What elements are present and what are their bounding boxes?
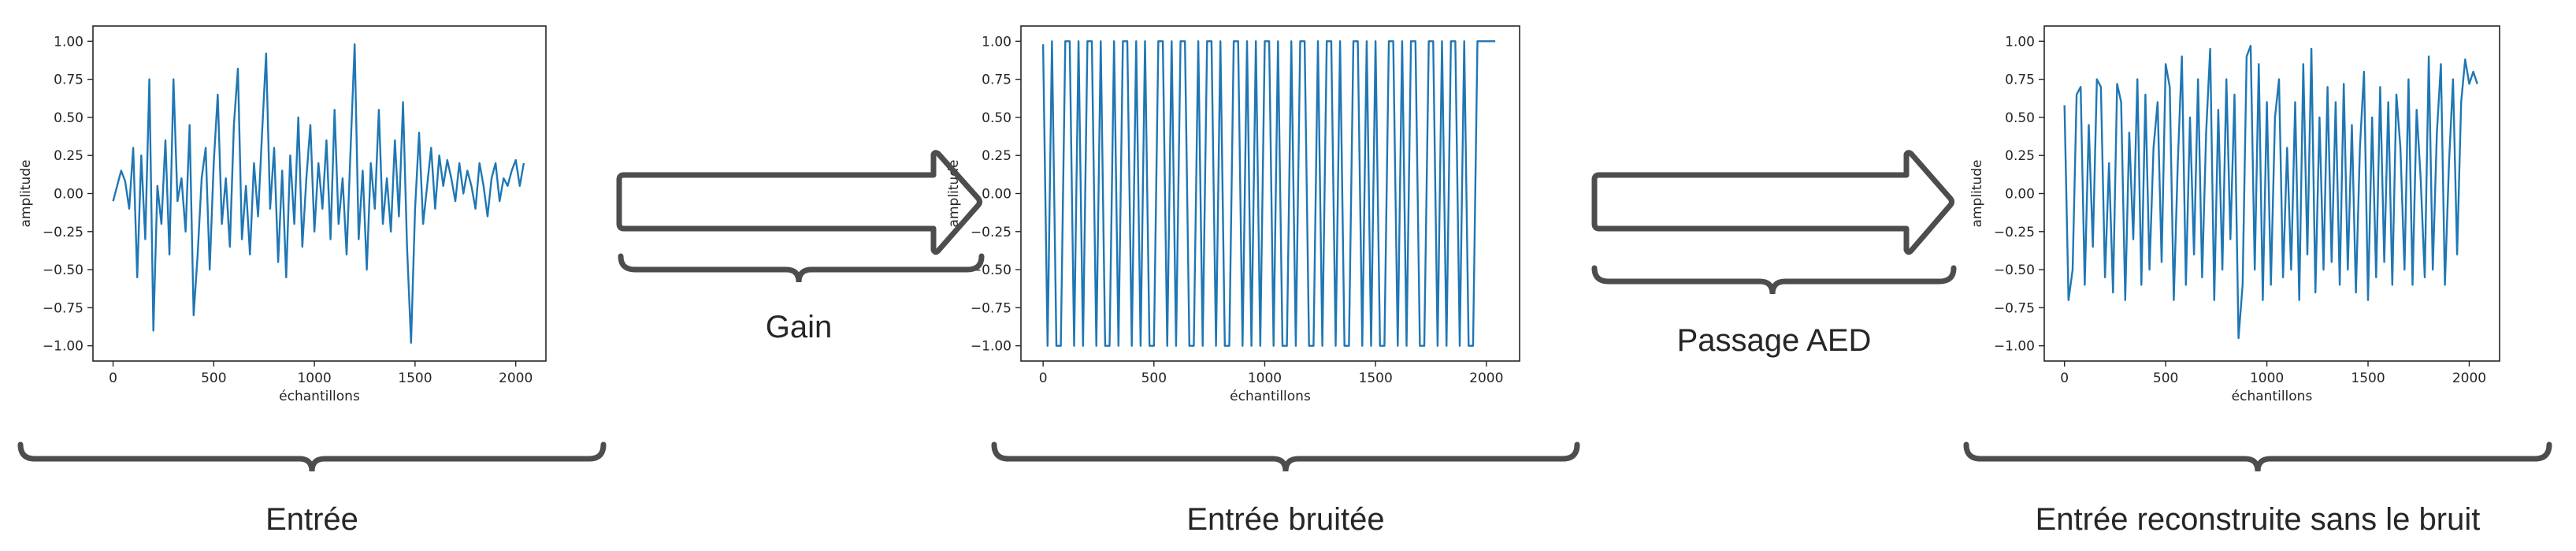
series-line — [2063, 44, 2478, 340]
y-tick-label: 0.75 — [54, 73, 84, 88]
x-tick-label: 1500 — [398, 370, 432, 386]
x-tick-label: 2000 — [1469, 370, 1503, 386]
y-tick-label: 1.00 — [982, 34, 1011, 50]
dae-arrow — [1591, 150, 1954, 255]
x-tick-label: 0 — [109, 370, 117, 386]
y-tick-label: −0.75 — [43, 300, 84, 316]
noisy-brace — [991, 441, 1580, 472]
y-tick-label: 0.25 — [982, 148, 1011, 164]
y-tick-label: −1.00 — [1994, 339, 2035, 355]
x-axis-label: échantillons — [2232, 389, 2313, 404]
x-tick-label: 2000 — [499, 370, 533, 386]
dae-brace — [1591, 265, 1957, 295]
y-tick-label: −1.00 — [971, 339, 1011, 355]
y-tick-label: 0.50 — [982, 110, 1011, 126]
y-tick-label: 1.00 — [54, 34, 84, 50]
y-axis-label: amplitude — [18, 160, 34, 228]
y-tick-label: −0.75 — [971, 300, 1011, 316]
y-tick-label: 0.75 — [982, 73, 1011, 88]
y-tick-label: −0.75 — [1994, 300, 2035, 316]
x-tick-label: 0 — [2060, 370, 2069, 386]
x-tick-label: 2000 — [2452, 370, 2486, 386]
x-tick-label: 500 — [1141, 370, 1167, 386]
y-tick-label: −1.00 — [43, 339, 84, 355]
y-tick-label: 0.50 — [54, 110, 84, 126]
y-tick-label: −0.50 — [1994, 262, 2035, 278]
dae-label: Passage AED — [1677, 323, 1872, 358]
gain-brace — [618, 253, 985, 283]
noisy-caption: Entrée bruitée — [1186, 502, 1384, 537]
y-tick-label: 0.25 — [2005, 148, 2035, 164]
x-tick-label: 1000 — [1248, 370, 1282, 386]
y-tick-label: −0.50 — [43, 262, 84, 278]
chart-noisy: 0 500 1000 1500 2000−1.00−0.75−0.50−0.250.00… — [946, 25, 1520, 404]
x-axis-label: échantillons — [1230, 389, 1311, 404]
y-tick-label: −0.25 — [971, 225, 1011, 240]
y-tick-label: 1.00 — [2005, 34, 2035, 50]
reconstructed-brace — [1963, 441, 2552, 472]
y-tick-label: 0.00 — [2005, 187, 2035, 203]
x-axis-label: échantillons — [279, 389, 360, 404]
input-caption: Entrée — [265, 502, 358, 537]
y-tick-label: 0.00 — [982, 187, 1011, 203]
y-axis-label: amplitude — [1969, 160, 1985, 228]
y-tick-label: 0.75 — [2005, 73, 2035, 88]
y-tick-label: 0.00 — [54, 187, 84, 203]
x-tick-label: 500 — [2153, 370, 2178, 386]
series-line — [1041, 40, 1496, 347]
series-line — [112, 43, 525, 344]
y-tick-label: 0.25 — [54, 148, 84, 164]
x-tick-label: 1000 — [297, 370, 331, 386]
x-tick-label: 1000 — [2250, 370, 2284, 386]
y-tick-label: −0.25 — [43, 225, 84, 240]
x-tick-label: 1500 — [1359, 370, 1393, 386]
y-tick-label: −0.25 — [1994, 225, 2035, 240]
x-tick-label: 0 — [1039, 370, 1048, 386]
input-brace — [17, 441, 607, 472]
x-tick-label: 1500 — [2351, 370, 2385, 386]
gain-label: Gain — [766, 310, 833, 344]
chart-reconstructed: 0 500 1000 1500 2000 −1.00 −0.75 −0.50 −0.25 0.00… — [1969, 25, 2500, 404]
reconstructed-caption: Entrée reconstruite sans le bruit — [2036, 502, 2481, 537]
x-tick-label: 500 — [201, 370, 226, 386]
chart-input: 0 500 1000 1500 2000 −1.00 −0.75 −0.50 −0.25 0.00… — [18, 25, 547, 404]
plot-frame — [92, 25, 547, 362]
gain-arrow — [616, 150, 982, 255]
y-tick-label: 0.50 — [2005, 110, 2035, 126]
